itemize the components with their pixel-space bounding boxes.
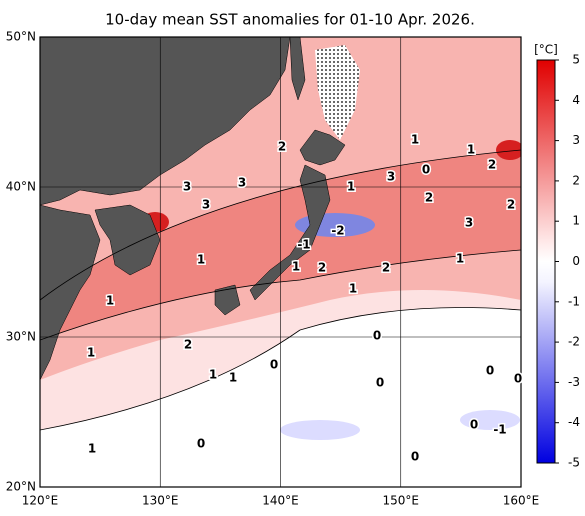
- x-tick-label: 150°E: [383, 494, 420, 508]
- colorbar-tick-label: -4: [568, 415, 580, 429]
- contour-label: 1: [467, 143, 475, 157]
- contour-label: 1: [106, 294, 114, 308]
- contours: [40, 149, 521, 431]
- land: [40, 37, 346, 381]
- contour-label: 1: [347, 180, 355, 194]
- contour-label: 1: [456, 252, 464, 266]
- contour-label: 0: [270, 358, 278, 372]
- sea-ice: [315, 45, 360, 140]
- contour-label: 3: [238, 176, 246, 190]
- cool-area: [280, 420, 360, 440]
- contour-label: 1: [349, 282, 357, 296]
- contour-label: 0: [514, 372, 522, 386]
- contour-label: 2: [382, 261, 390, 275]
- contour-label: 2: [278, 140, 286, 154]
- contour-label: 0: [376, 376, 384, 390]
- contour-label: 2: [507, 198, 515, 212]
- contour-label: 0: [373, 329, 381, 343]
- contour-label: 0: [197, 437, 205, 451]
- y-tick-label: 20°N: [6, 480, 36, 494]
- contour-label: 3: [202, 198, 210, 212]
- contour-label: 2: [488, 158, 496, 172]
- contour-label: 3: [387, 170, 395, 184]
- colorbar-tick-label: 0: [572, 254, 580, 268]
- colorbar-tick-label: 3: [572, 133, 580, 147]
- contour-label: -1: [297, 238, 310, 252]
- contour-label: 1: [197, 253, 205, 267]
- contour-label: 1: [88, 442, 96, 456]
- contour-label: 2: [425, 191, 433, 205]
- colorbar-tick-label: -1: [568, 294, 580, 308]
- cool-area: [460, 410, 520, 430]
- x-tick-label: 160°E: [503, 494, 540, 508]
- contour-label: 1: [411, 133, 419, 147]
- colorbar-tick-label: 5: [572, 53, 580, 67]
- x-tick-label: 140°E: [262, 494, 299, 508]
- contour-label: 3: [465, 216, 473, 230]
- contour-label: 2: [184, 338, 192, 352]
- contour-label: 3: [183, 180, 191, 194]
- x-tick-label: 120°E: [22, 494, 59, 508]
- title: 10-day mean SST anomalies for 01-10 Apr.…: [105, 11, 475, 29]
- contour-label: 1: [87, 346, 95, 360]
- colorbar-tick-label: -5: [568, 456, 580, 470]
- colorbar-tick-label: 4: [572, 93, 580, 107]
- colorbar-unit: [°C]: [534, 43, 558, 57]
- contour-label: 0: [411, 450, 419, 464]
- contour-label: 0: [486, 364, 494, 378]
- y-tick-label: 40°N: [6, 180, 36, 194]
- map-field: [40, 37, 521, 487]
- contour-label: 1: [292, 260, 300, 274]
- colorbar-tick-label: -2: [568, 335, 580, 349]
- y-tick-label: 50°N: [6, 30, 36, 44]
- colorbar-tick-label: -3: [568, 375, 580, 389]
- contour-label: 0: [470, 418, 478, 432]
- colorbar: [536, 59, 556, 464]
- map-frame: [39, 36, 522, 488]
- colorbar-tick-label: 2: [572, 173, 580, 187]
- contour-label: -2: [331, 224, 344, 238]
- contour-label: 2: [318, 261, 326, 275]
- contour-label: 1: [229, 371, 237, 385]
- y-tick-label: 30°N: [6, 330, 36, 344]
- hot-area: [496, 140, 521, 160]
- colorbar-tick-label: 1: [572, 214, 580, 228]
- x-tick-label: 130°E: [142, 494, 179, 508]
- contour-label: 1: [209, 368, 217, 382]
- contour-label: -1: [493, 423, 506, 437]
- contour-label: 0: [422, 163, 430, 177]
